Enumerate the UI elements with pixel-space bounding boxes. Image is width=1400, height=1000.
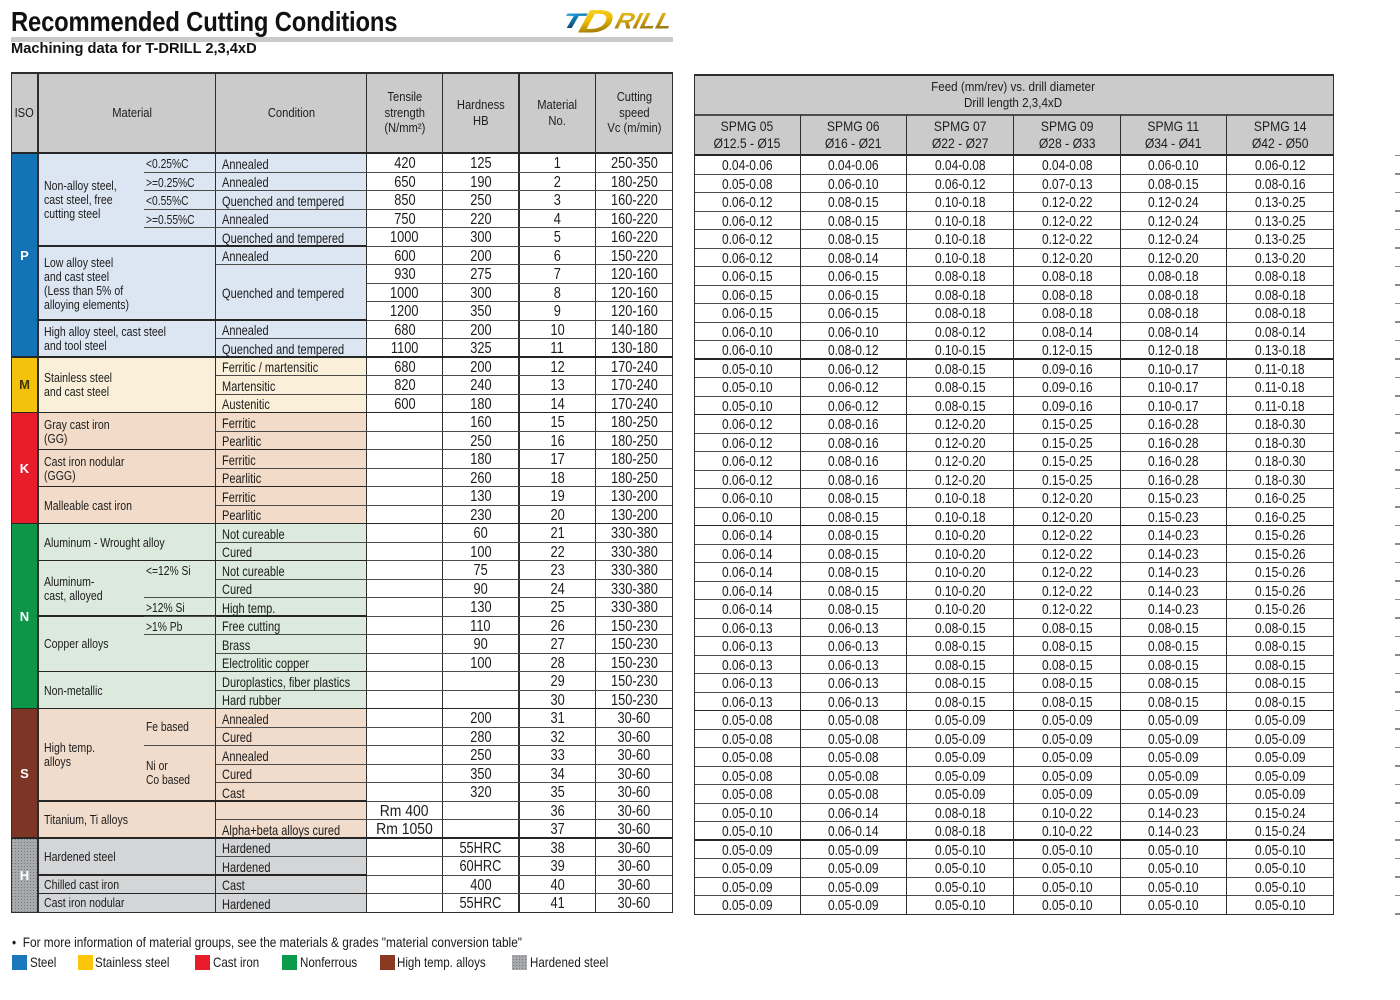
- svg-text:RILL: RILL: [613, 8, 676, 34]
